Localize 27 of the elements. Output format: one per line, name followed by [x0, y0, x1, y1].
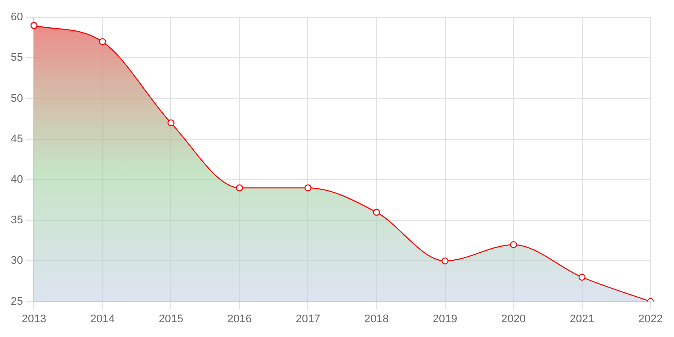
x-tick-label: 2013 — [22, 313, 46, 326]
x-tick-label: 2015 — [159, 313, 184, 326]
point — [578, 274, 586, 281]
point — [99, 38, 106, 46]
point — [510, 241, 518, 248]
y-tick-label: 55 — [10, 52, 24, 64]
point — [304, 184, 312, 192]
y-tick-label: 40 — [10, 174, 24, 186]
y-tick-label: 25 — [10, 296, 24, 308]
point — [236, 184, 244, 192]
x-tick-label: 2018 — [364, 313, 389, 326]
x-tick-label: 2017 — [296, 313, 320, 326]
y-tick-label: 35 — [10, 214, 24, 227]
x-tick-label: 2022 — [638, 313, 664, 326]
x-tick-label: 2016 — [228, 313, 252, 326]
y-tick-label: 50 — [10, 92, 24, 105]
y-tick-label: 30 — [10, 255, 24, 268]
x-tick-label: 2019 — [433, 313, 458, 326]
point — [442, 258, 449, 265]
point — [30, 22, 38, 30]
point — [168, 120, 175, 127]
y-tick-label: 60 — [10, 12, 24, 24]
x-tick-label: 2020 — [502, 313, 526, 326]
point — [373, 208, 380, 216]
y-tick-label: 45 — [10, 133, 24, 146]
x-tick-label: 2021 — [570, 313, 595, 326]
x-tick-label: 2014 — [90, 313, 115, 326]
